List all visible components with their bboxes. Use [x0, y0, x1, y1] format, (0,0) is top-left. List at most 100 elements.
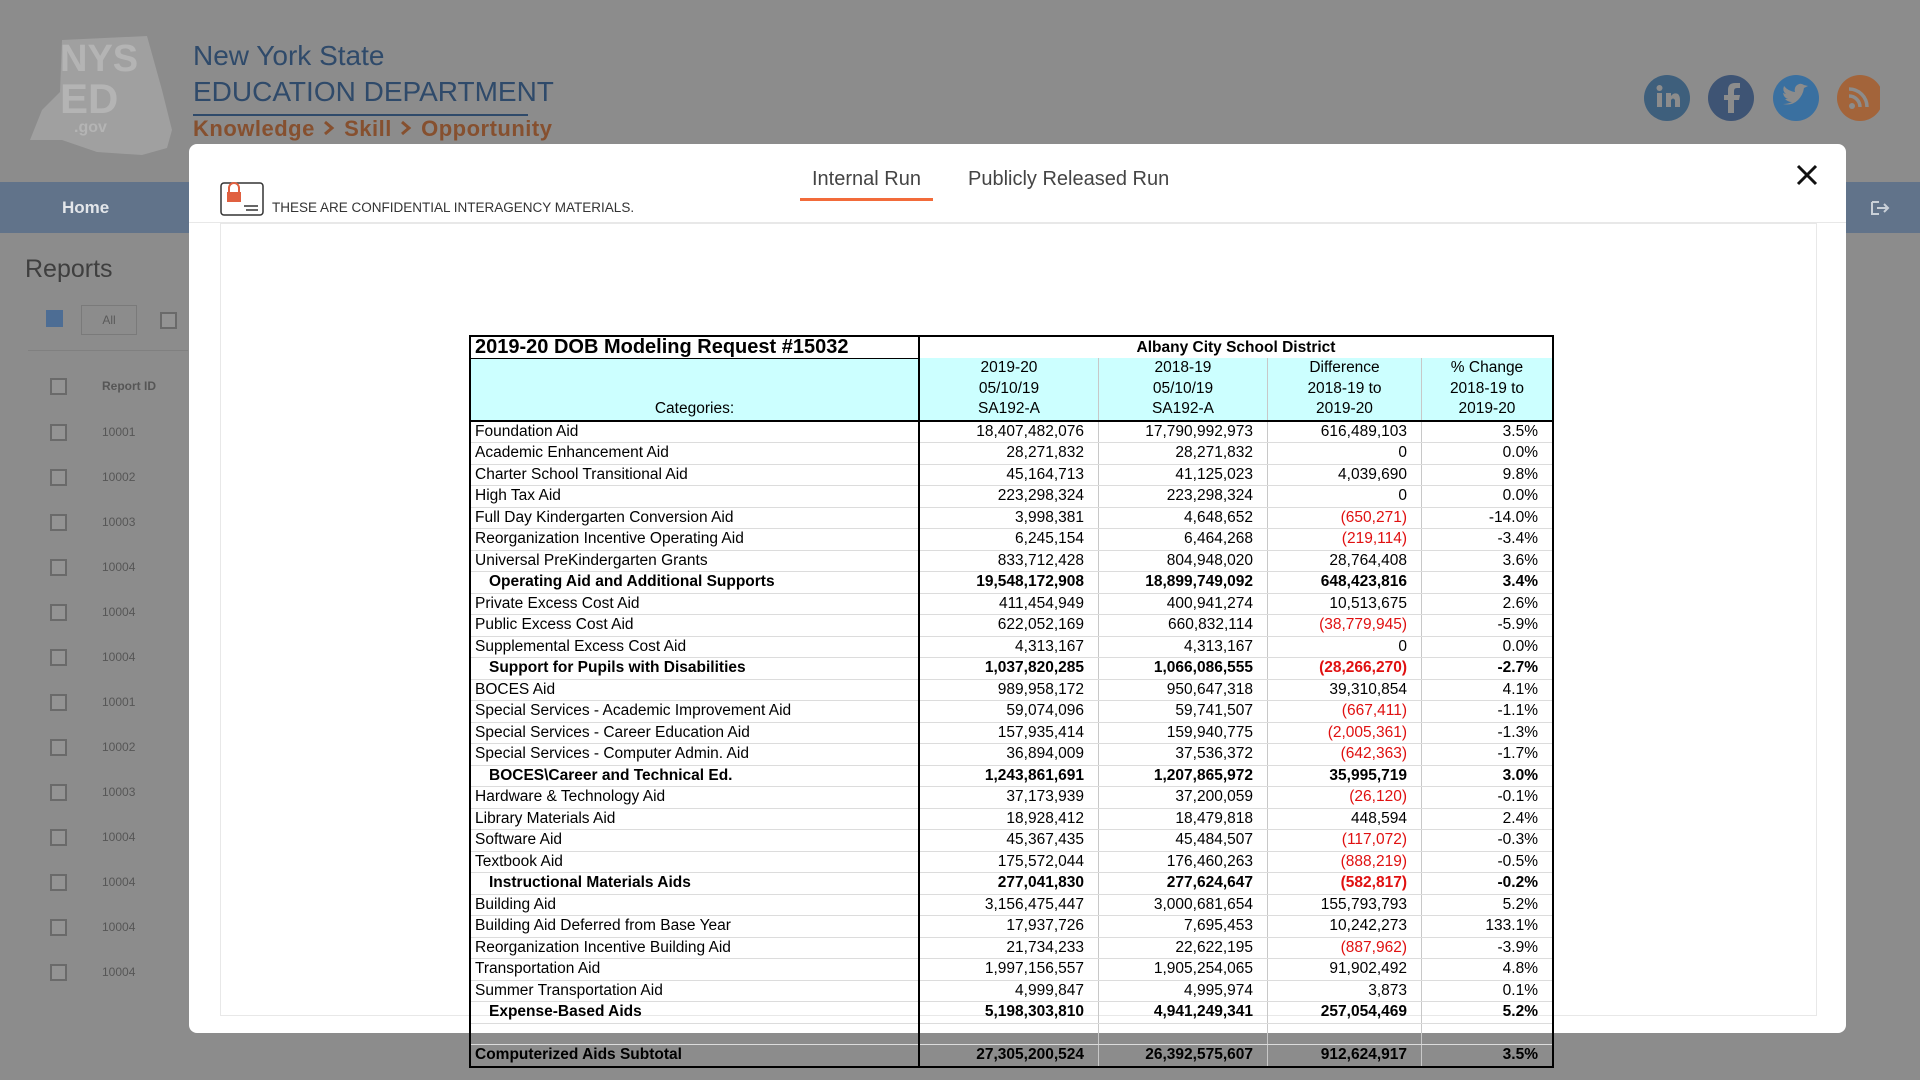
- cell-value: 0.0%: [1421, 485, 1553, 508]
- subtotal-row: Support for Pupils with Disabilities 1,03…: [470, 657, 1553, 680]
- cell-value: 45,484,507: [1098, 829, 1268, 852]
- cell-value: 175,572,044: [918, 851, 1099, 873]
- column-header: Report ID: [102, 379, 156, 393]
- checkbox[interactable]: [50, 964, 67, 981]
- checkbox[interactable]: [50, 694, 67, 711]
- cell-value: 3.4%: [1421, 571, 1553, 594]
- aid-row: Special Services - Career Education Aid 1…: [470, 722, 1553, 744]
- cell-value: 616,489,103: [1267, 420, 1422, 443]
- column-header: 2018-19 to: [1267, 378, 1422, 399]
- cell-value: 45,164,713: [918, 464, 1099, 486]
- column-header: Difference: [1267, 358, 1422, 379]
- cell-value: (642,363): [1267, 743, 1422, 766]
- tab[interactable]: Publicly Released Run: [968, 168, 1170, 190]
- checkbox[interactable]: [50, 559, 67, 576]
- cell-value: -14.0%: [1421, 507, 1553, 529]
- cell-value: 4.1%: [1421, 679, 1553, 701]
- checkbox[interactable]: [50, 604, 67, 621]
- close-button[interactable]: [1794, 162, 1820, 188]
- report-panel: 2019-20 DOB Modeling Request #15032 Alban…: [220, 223, 1817, 1068]
- cell-value: 27,305,200,524: [918, 1044, 1099, 1067]
- report-id: 10004: [102, 830, 136, 844]
- cell-value: (117,072): [1267, 829, 1422, 852]
- cell-value: 5,198,303,810: [918, 1001, 1099, 1024]
- subtotal-row: Instructional Materials Aids 277,041,830 2…: [470, 872, 1553, 895]
- checkbox[interactable]: [46, 310, 63, 327]
- aid-row: Building Aid Deferred from Base Year 17,9…: [470, 915, 1553, 938]
- cell-value: 17,937,726: [918, 915, 1099, 938]
- cell-value: 4,039,690: [1267, 464, 1422, 486]
- cell-value: 0: [1267, 636, 1422, 658]
- column-header: % Change: [1421, 358, 1553, 379]
- cell-value: 159,940,775: [1098, 722, 1268, 744]
- cell-value: 37,536,372: [1098, 743, 1268, 766]
- row-label: Private Excess Cost Aid: [470, 593, 919, 615]
- cell-value: 18,479,818: [1098, 808, 1268, 830]
- row-label: Operating Aid and Additional Supports: [470, 571, 919, 594]
- cell-value: 1,997,156,557: [918, 958, 1099, 981]
- aid-table: 2019-20 DOB Modeling Request #15032 Alban…: [469, 335, 1554, 1068]
- checkbox[interactable]: [50, 784, 67, 801]
- cell-value: 223,298,324: [918, 485, 1099, 508]
- cell-value: -1.1%: [1421, 700, 1553, 723]
- cell-value: 0: [1267, 485, 1422, 508]
- row-label: Library Materials Aid: [470, 808, 919, 830]
- logo-line: ED: [60, 75, 119, 122]
- checkbox[interactable]: [160, 312, 177, 329]
- aid-row: Transportation Aid 1,997,156,557 1,905,254…: [470, 958, 1553, 981]
- cell-value: (28,266,270): [1267, 657, 1422, 680]
- cell-value: 28,271,832: [1098, 442, 1268, 465]
- checkbox[interactable]: [50, 919, 67, 936]
- row-label: Charter School Transitional Aid: [470, 464, 919, 486]
- nav-home[interactable]: Home: [62, 198, 110, 217]
- aid-row: Library Materials Aid 18,928,412 18,479,81…: [470, 808, 1553, 830]
- aid-row: Hardware & Technology Aid 37,173,939 37,20…: [470, 786, 1553, 809]
- checkbox[interactable]: [50, 739, 67, 756]
- aid-row: Reorganization Incentive Operating Aid 6,…: [470, 528, 1553, 551]
- report-id: 10003: [102, 785, 136, 799]
- cell-value: 45,367,435: [918, 829, 1099, 852]
- sidebar-title: Reports: [25, 255, 113, 283]
- cell-value: 6,245,154: [918, 528, 1099, 551]
- logout-icon[interactable]: [1870, 198, 1890, 218]
- rule: [28, 350, 188, 351]
- aid-row: Special Services - Academic Improvement …: [470, 700, 1553, 723]
- rss[interactable]: [1837, 75, 1880, 121]
- cell-value: 648,423,816: [1267, 571, 1422, 594]
- row-label: Building Aid: [470, 894, 919, 916]
- cell-value: 7,695,453: [1098, 915, 1268, 938]
- filter-all[interactable]: All: [81, 305, 137, 335]
- logo: NYS ED .gov: [60, 40, 138, 136]
- report-id: 10001: [102, 695, 136, 709]
- aid-row: Textbook Aid 175,572,044 176,460,263 (888,2…: [470, 851, 1553, 873]
- cell-value: 133.1%: [1421, 915, 1553, 938]
- checkbox[interactable]: [50, 378, 67, 395]
- checkbox[interactable]: [50, 469, 67, 486]
- report-id: 10004: [102, 875, 136, 889]
- cell-value: 3,156,475,447: [918, 894, 1099, 916]
- aid-row: Public Excess Cost Aid 622,052,169 660,832…: [470, 614, 1553, 637]
- cell-value: 59,074,096: [918, 700, 1099, 723]
- tab-active[interactable]: Internal Run: [812, 168, 921, 190]
- checkbox[interactable]: [50, 874, 67, 891]
- column-header: SA192-A: [1098, 399, 1268, 422]
- aid-row: Charter School Transitional Aid 45,164,71…: [470, 464, 1553, 486]
- cell-value: (219,114): [1267, 528, 1422, 551]
- spacer-row: [470, 1023, 1553, 1045]
- cell-value: 18,899,749,092: [1098, 571, 1268, 594]
- cell-value: (38,779,945): [1267, 614, 1422, 637]
- cell-value: 91,902,492: [1267, 958, 1422, 981]
- cell-value: 989,958,172: [918, 679, 1099, 701]
- header-row: Categories: 2019-20 2018-19 Difference% Cha…: [470, 358, 1553, 422]
- checkbox[interactable]: [50, 649, 67, 666]
- report-id: 10004: [102, 965, 136, 979]
- categories-label: Categories:: [470, 358, 919, 422]
- cell-value: 660,832,114: [1098, 614, 1268, 637]
- column-header: 2018-19: [1098, 358, 1268, 379]
- cell-value: 155,793,793: [1267, 894, 1422, 916]
- checkbox[interactable]: [50, 829, 67, 846]
- report-id: 10001: [102, 425, 136, 439]
- checkbox[interactable]: [50, 424, 67, 441]
- cell-value: 18,928,412: [918, 808, 1099, 830]
- checkbox[interactable]: [50, 514, 67, 531]
